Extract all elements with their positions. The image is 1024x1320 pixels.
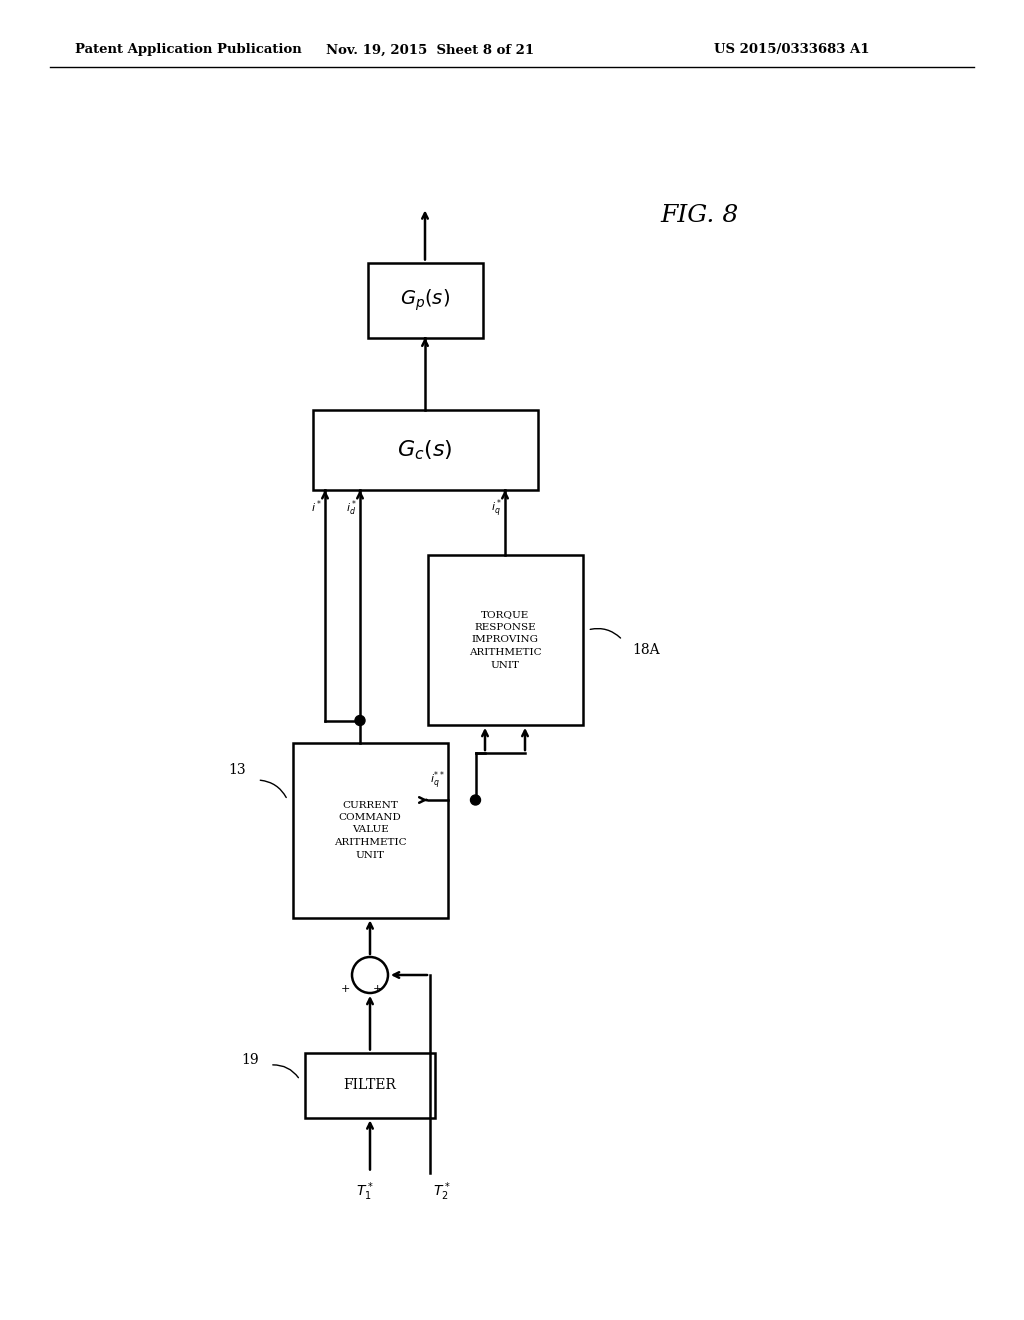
Text: $i^*$: $i^*$ (311, 498, 322, 515)
Text: 18A: 18A (633, 643, 660, 657)
Text: $i_q^*$: $i_q^*$ (490, 498, 502, 520)
Text: FIG. 8: FIG. 8 (660, 203, 738, 227)
Text: $i_q^{**}$: $i_q^{**}$ (430, 770, 445, 792)
Text: $T_2^*$: $T_2^*$ (433, 1180, 451, 1203)
Text: TORQUE
RESPONSE
IMPROVING
ARITHMETIC
UNIT: TORQUE RESPONSE IMPROVING ARITHMETIC UNI… (469, 610, 542, 669)
Circle shape (470, 795, 480, 805)
Text: US 2015/0333683 A1: US 2015/0333683 A1 (715, 44, 870, 57)
Text: Nov. 19, 2015  Sheet 8 of 21: Nov. 19, 2015 Sheet 8 of 21 (326, 44, 535, 57)
Text: 19: 19 (242, 1053, 259, 1067)
Text: 13: 13 (228, 763, 247, 777)
Bar (427, 554, 583, 725)
Text: FILTER: FILTER (344, 1078, 396, 1092)
Text: +: + (340, 983, 349, 994)
Bar (312, 411, 538, 490)
Circle shape (355, 715, 365, 726)
Text: $G_p(s)$: $G_p(s)$ (400, 288, 450, 313)
Text: $G_c(s)$: $G_c(s)$ (397, 438, 453, 462)
Bar (293, 742, 447, 917)
Text: $i_d^*$: $i_d^*$ (346, 498, 357, 517)
Bar (305, 1052, 435, 1118)
Text: +: + (373, 983, 382, 994)
Bar (368, 263, 482, 338)
Text: Patent Application Publication: Patent Application Publication (75, 44, 302, 57)
Text: $T_1^*$: $T_1^*$ (356, 1180, 374, 1203)
Text: CURRENT
COMMAND
VALUE
ARITHMETIC
UNIT: CURRENT COMMAND VALUE ARITHMETIC UNIT (334, 800, 407, 859)
